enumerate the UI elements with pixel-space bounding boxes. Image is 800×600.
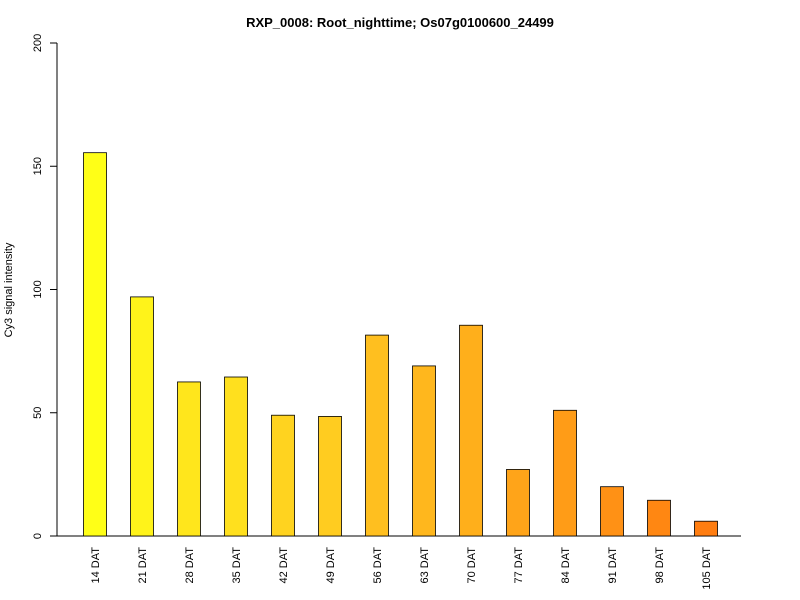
bar [506, 469, 530, 537]
bar [412, 365, 436, 537]
bar [459, 324, 483, 537]
bar [83, 152, 107, 537]
bar [177, 381, 201, 537]
bar [694, 520, 718, 537]
bar [271, 414, 295, 537]
x-tick-label: 35 DAT [231, 547, 243, 584]
x-tick-label: 42 DAT [278, 547, 290, 584]
y-tick-label: 200 [32, 34, 44, 52]
bar [130, 296, 154, 537]
y-tick-label: 150 [32, 157, 44, 175]
x-tick-label: 56 DAT [372, 547, 384, 584]
x-tick-label: 49 DAT [325, 547, 337, 584]
x-tick-label: 77 DAT [513, 547, 525, 584]
x-tick-label: 98 DAT [654, 547, 666, 584]
y-axis-ticks: 0 50 100 150 200 [32, 34, 57, 539]
y-tick-label: 50 [32, 407, 44, 419]
y-tick-label: 0 [32, 533, 44, 539]
bar [318, 416, 342, 537]
x-tick-label: 14 DAT [90, 547, 102, 584]
x-tick-label: 70 DAT [466, 547, 478, 584]
y-axis-label: Cy3 signal intensity [3, 242, 15, 337]
y-tick-label: 100 [32, 280, 44, 298]
x-tick-label: 21 DAT [137, 547, 149, 584]
x-tick-label: 28 DAT [184, 547, 196, 584]
x-tick-label: 105 DAT [701, 547, 713, 590]
chart-title: RXP_0008: Root_nighttime; Os07g0100600_2… [246, 15, 554, 30]
x-tick-label: 84 DAT [560, 547, 572, 584]
bar [365, 334, 389, 537]
x-tick-label: 63 DAT [419, 547, 431, 584]
x-axis-tick-labels: 14 DAT 21 DAT 28 DAT 35 DAT 42 DAT 49 DAT 56 D… [90, 547, 713, 590]
x-tick-label: 91 DAT [607, 547, 619, 584]
bar [647, 499, 671, 537]
bar [553, 409, 577, 537]
bars-group [83, 152, 718, 537]
bar [600, 486, 624, 537]
bar [224, 376, 248, 537]
